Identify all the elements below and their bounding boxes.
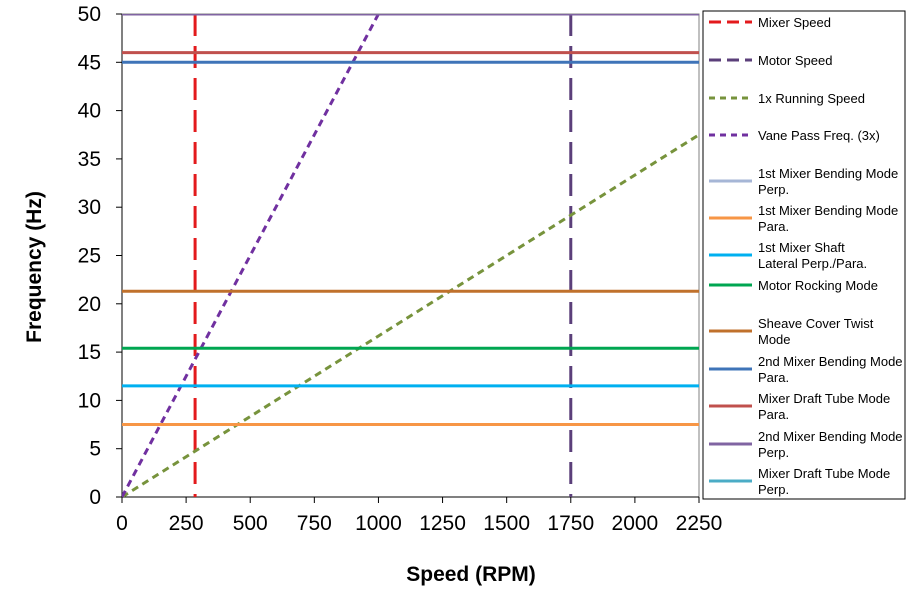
- x-tick-label: 500: [233, 512, 268, 535]
- legend-label-line: Mixer Draft Tube Mode: [758, 391, 890, 406]
- legend-label-mixer-draft-tube-mode-perp: Mixer Draft Tube Mode Perp.: [758, 466, 890, 497]
- y-tick-label: 0: [89, 486, 101, 509]
- legend-label-line: Para.: [758, 219, 789, 234]
- legend-label-line: Vane Pass Freq. (3x): [758, 128, 880, 143]
- legend-label-line: Mixer Draft Tube Mode: [758, 466, 890, 481]
- series-lines: [122, 14, 699, 497]
- legend-label-sheave-cover-twist-mode: Sheave Cover Twist Mode: [758, 316, 874, 347]
- legend-label-vane-pass-freq-3x: Vane Pass Freq. (3x): [758, 128, 880, 143]
- legend-label-mixer-speed: Mixer Speed: [758, 15, 831, 30]
- legend-label-line: Mixer Speed: [758, 15, 831, 30]
- legend-label-1st-mixer-bending-mode-perp: 1st Mixer Bending Mode Perp.: [758, 166, 898, 197]
- legend-label-1st-mixer-shaft-lateral-perp-para: 1st Mixer Shaft Lateral Perp./Para.: [758, 240, 867, 271]
- legend-label-line: Para.: [758, 370, 789, 385]
- x-tick-label: 0: [116, 512, 128, 535]
- legend-label-motor-rocking-mode: Motor Rocking Mode: [758, 278, 878, 293]
- x-axis-title: Speed (RPM): [406, 563, 536, 586]
- legend-label-line: Para.: [758, 407, 789, 422]
- legend-label-line: Mode: [758, 332, 791, 347]
- legend-label-2nd-mixer-bending-mode-para: 2nd Mixer Bending Mode Para.: [758, 354, 903, 385]
- legend-label-line: Perp.: [758, 482, 789, 497]
- legend-label-line: 2nd Mixer Bending Mode: [758, 429, 903, 444]
- legend-label-line: Motor Rocking Mode: [758, 278, 878, 293]
- x-tick-label: 1250: [419, 512, 466, 535]
- y-tick-label: 5: [89, 438, 101, 461]
- x-tick-label: 1000: [355, 512, 402, 535]
- legend-label-line: 2nd Mixer Bending Mode: [758, 354, 903, 369]
- legend: Mixer Speed Motor Speed 1x Running Speed Va…: [702, 10, 906, 500]
- x-tick-label: 1500: [483, 512, 530, 535]
- series-line-1x-running-speed: [122, 133, 699, 497]
- y-tick-label: 30: [78, 196, 101, 219]
- x-tick-label: 750: [297, 512, 332, 535]
- y-tick-label: 15: [78, 341, 101, 364]
- y-tick-label: 20: [78, 293, 101, 316]
- legend-label-line: 1st Mixer Bending Mode: [758, 166, 898, 181]
- x-tick-label: 2250: [676, 512, 723, 535]
- legend-label-line: 1st Mixer Bending Mode: [758, 203, 898, 218]
- legend-label-1x-running-speed: 1x Running Speed: [758, 91, 865, 106]
- plot-area: 0 250 500 750 1000 1250 1500 1750 2000 2250 0 5 10 15…: [78, 3, 723, 535]
- legend-label-line: 1x Running Speed: [758, 91, 865, 106]
- y-axis-title: Frequency (Hz): [23, 191, 46, 343]
- x-tick-label: 250: [169, 512, 204, 535]
- y-tick-label: 40: [78, 100, 101, 123]
- legend-label-line: 1st Mixer Shaft: [758, 240, 845, 255]
- y-tick-label: 10: [78, 389, 101, 412]
- y-tick-label: 25: [78, 245, 101, 268]
- legend-label-line: Lateral Perp./Para.: [758, 256, 867, 271]
- legend-label-1st-mixer-bending-mode-para: 1st Mixer Bending Mode Para.: [758, 203, 898, 234]
- y-tick-label: 50: [78, 3, 101, 26]
- legend-label-line: Motor Speed: [758, 53, 832, 68]
- y-tick-label: 45: [78, 51, 101, 74]
- legend-label-line: Sheave Cover Twist: [758, 316, 874, 331]
- y-tick-label: 35: [78, 148, 101, 171]
- x-tick-label: 2000: [612, 512, 659, 535]
- legend-label-line: Perp.: [758, 445, 789, 460]
- legend-label-motor-speed: Motor Speed: [758, 53, 832, 68]
- legend-label-line: Perp.: [758, 182, 789, 197]
- legend-label-mixer-draft-tube-mode-para: Mixer Draft Tube Mode Para.: [758, 391, 890, 422]
- legend-label-2nd-mixer-bending-mode-perp: 2nd Mixer Bending Mode Perp.: [758, 429, 903, 460]
- x-tick-label: 1750: [547, 512, 594, 535]
